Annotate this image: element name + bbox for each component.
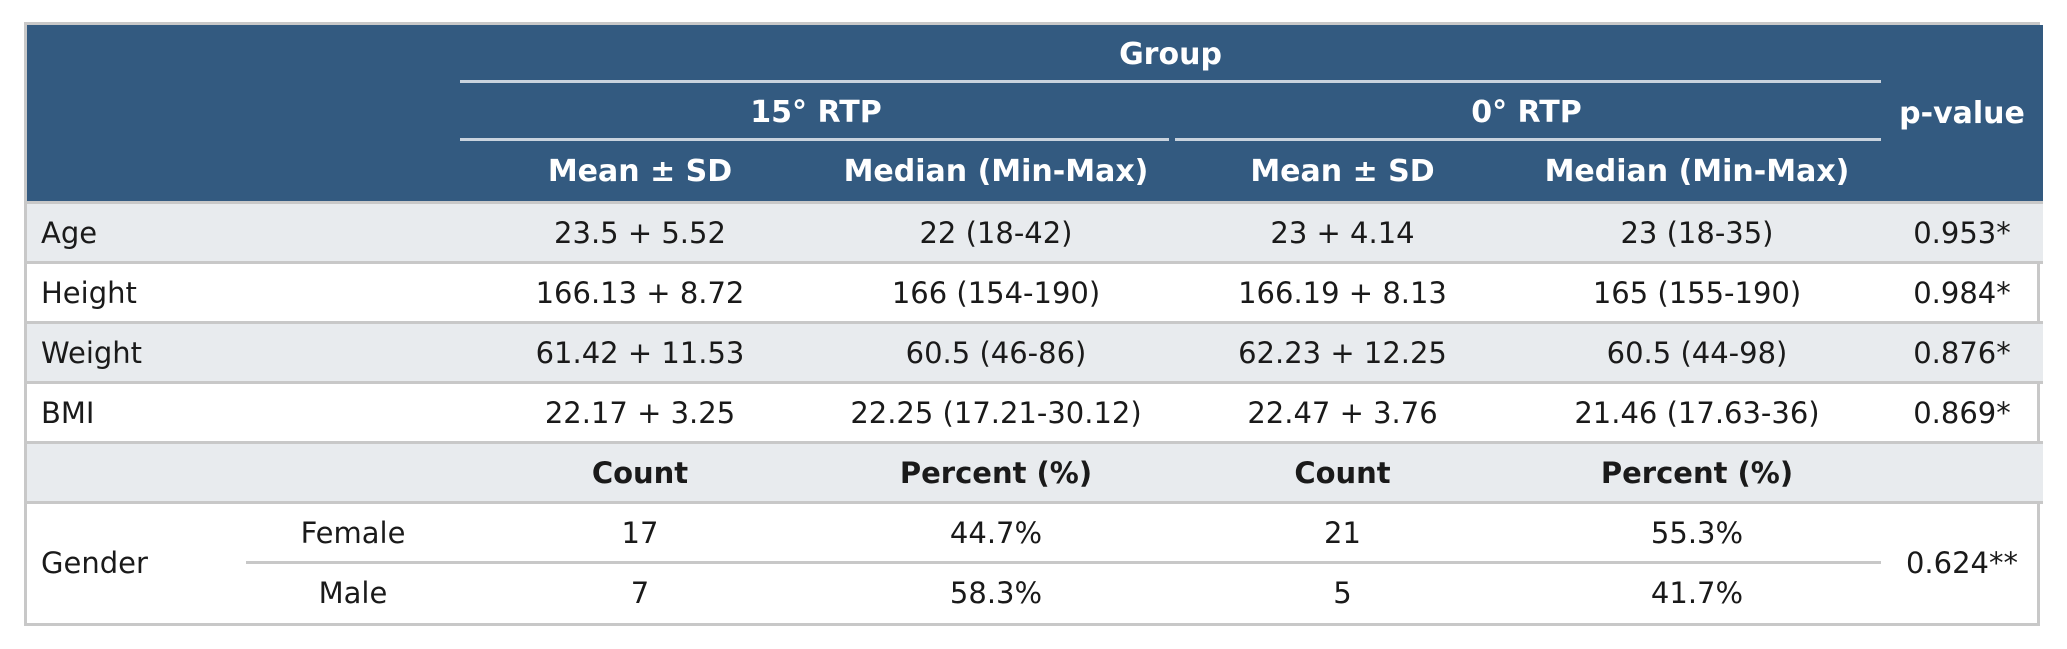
cell-0-mean-sd: 23 + 4.14	[1172, 201, 1513, 263]
cell-15-count: 7	[460, 561, 820, 621]
cell-15-percent: 58.3%	[820, 561, 1172, 621]
cell-0-median: 21.46 (17.63-36)	[1513, 381, 1881, 443]
cell-15-median: 60.5 (46-86)	[820, 321, 1172, 383]
categorical-header-p-blank	[1881, 441, 2043, 503]
gender-label: Gender	[27, 501, 246, 621]
cell-p-value: 0.953*	[1881, 201, 2043, 263]
gender-sub-label: Female	[246, 501, 460, 563]
table-header: Group p-value 15° RTP 0° RTP Mean ± SD M…	[27, 25, 2043, 203]
header-group: Group	[460, 25, 1881, 83]
header-arm-0: 0° RTP	[1172, 83, 1881, 141]
cell-0-percent: 55.3%	[1513, 501, 1881, 563]
table-row-categorical-header: Count Percent (%) Count Percent (%)	[27, 441, 2043, 503]
table-row-gender-male: Male 7 58.3% 5 41.7%	[27, 561, 2043, 621]
table-row-height: Height 166.13 + 8.72 166 (154-190) 166.1…	[27, 261, 2043, 323]
cell-15-median: 22 (18-42)	[820, 201, 1172, 263]
cell-15-count: 17	[460, 501, 820, 563]
cell-15-mean-sd: 22.17 + 3.25	[460, 381, 820, 443]
cell-0-median: 165 (155-190)	[1513, 261, 1881, 323]
row-label: Age	[27, 201, 460, 263]
cell-0-mean-sd: 22.47 + 3.76	[1172, 381, 1513, 443]
header-arm-15: 15° RTP	[460, 83, 1172, 141]
cell-0-mean-sd: 62.23 + 12.25	[1172, 321, 1513, 383]
cell-0-percent: 41.7%	[1513, 561, 1881, 621]
cell-p-value: 0.869*	[1881, 381, 2043, 443]
cell-15-median: 166 (154-190)	[820, 261, 1172, 323]
row-label: Height	[27, 261, 460, 323]
cell-0-median: 23 (18-35)	[1513, 201, 1881, 263]
header-p-value: p-value	[1881, 25, 2043, 203]
cell-p-value: 0.876*	[1881, 321, 2043, 383]
row-label: BMI	[27, 381, 460, 443]
cell-15-mean-sd: 61.42 + 11.53	[460, 321, 820, 383]
header-15-percent: Percent (%)	[820, 441, 1172, 503]
gender-sub-label: Male	[246, 561, 460, 621]
header-15-mean-sd: Mean ± SD	[460, 141, 820, 203]
cell-15-mean-sd: 166.13 + 8.72	[460, 261, 820, 323]
row-label: Weight	[27, 321, 460, 383]
categorical-header-blank	[27, 441, 460, 503]
header-0-mean-sd: Mean ± SD	[1172, 141, 1513, 203]
cell-0-mean-sd: 166.19 + 8.13	[1172, 261, 1513, 323]
demographics-table: Group p-value 15° RTP 0° RTP Mean ± SD M…	[24, 22, 2043, 626]
header-0-count: Count	[1172, 441, 1513, 503]
cell-0-count: 21	[1172, 501, 1513, 563]
table-body: Age 23.5 + 5.52 22 (18-42) 23 + 4.14 23 …	[27, 201, 2043, 621]
gender-p-value: 0.624**	[1881, 501, 2043, 621]
table-row-age: Age 23.5 + 5.52 22 (18-42) 23 + 4.14 23 …	[27, 201, 2043, 263]
cell-0-count: 5	[1172, 561, 1513, 621]
cell-0-median: 60.5 (44-98)	[1513, 321, 1881, 383]
cell-p-value: 0.984*	[1881, 261, 2043, 323]
header-blank-cell	[27, 25, 460, 203]
table-row-bmi: BMI 22.17 + 3.25 22.25 (17.21-30.12) 22.…	[27, 381, 2043, 443]
header-0-percent: Percent (%)	[1513, 441, 1881, 503]
cell-15-median: 22.25 (17.21-30.12)	[820, 381, 1172, 443]
header-15-median: Median (Min-Max)	[820, 141, 1172, 203]
cell-15-mean-sd: 23.5 + 5.52	[460, 201, 820, 263]
cell-15-percent: 44.7%	[820, 501, 1172, 563]
table: Group p-value 15° RTP 0° RTP Mean ± SD M…	[27, 25, 2043, 621]
table-row-gender-female: Gender Female 17 44.7% 21 55.3% 0.624**	[27, 501, 2043, 621]
header-15-count: Count	[460, 441, 820, 503]
header-0-median: Median (Min-Max)	[1513, 141, 1881, 203]
table-row-weight: Weight 61.42 + 11.53 60.5 (46-86) 62.23 …	[27, 321, 2043, 383]
